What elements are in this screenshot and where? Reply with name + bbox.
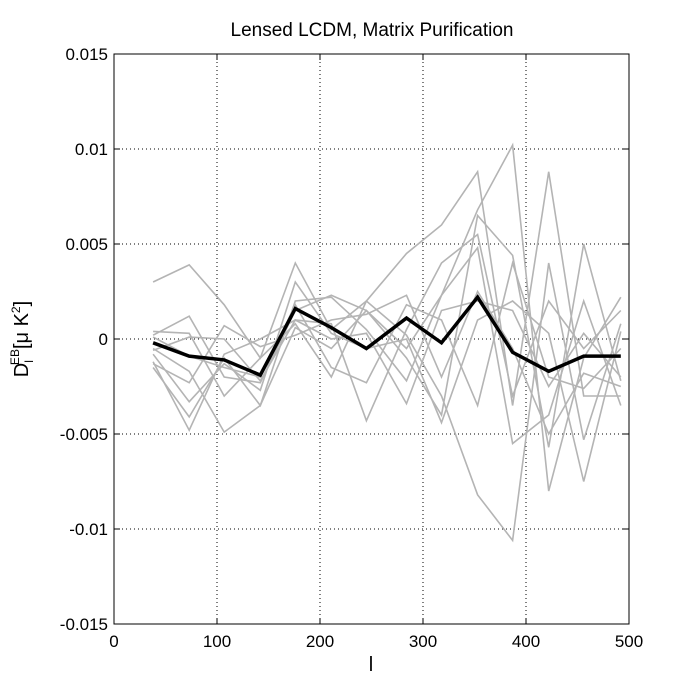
plot-area (114, 54, 629, 624)
y-tick-label: 0 (99, 330, 108, 349)
realization-series-line (153, 262, 622, 543)
y-tick-label: 0.005 (65, 235, 108, 254)
x-tick-labels: 0 100 200 300 400 500 (109, 632, 643, 651)
y-axis-label-subscript: l (22, 360, 36, 363)
y-axis-label-unit-superscript: 2 (9, 306, 23, 313)
y-tick-label: 0.015 (65, 45, 108, 64)
chart-title: Lensed LCDM, Matrix Purification (231, 20, 514, 41)
y-axis-label: DlEB[μ K2] (8, 301, 36, 377)
y-axis-label-unit: [μ K (11, 312, 33, 349)
y-tick-label: -0.015 (60, 615, 108, 634)
y-tick-label: -0.005 (60, 425, 108, 444)
axis-ticks (113, 53, 630, 625)
realization-series-line (152, 233, 622, 433)
x-tick-label: 100 (203, 632, 231, 651)
realization-lines (152, 142, 622, 543)
y-tick-labels: 0.015 0.01 0.005 0 -0.005 -0.01 -0.015 (60, 45, 108, 634)
realization-series-line (152, 169, 621, 406)
y-axis-label-unit-close: ] (11, 301, 33, 307)
mean-line (152, 294, 621, 378)
x-tick-label: 0 (109, 632, 118, 651)
mean-series-line (152, 294, 621, 378)
y-tick-label: -0.01 (69, 520, 108, 539)
x-tick-label: 500 (615, 632, 643, 651)
realization-series-line (152, 289, 622, 436)
realization-series-line (152, 300, 622, 406)
x-tick-label: 400 (512, 632, 540, 651)
y-axis-label-main: D (11, 363, 33, 377)
y-tick-label: 0.01 (75, 140, 108, 159)
x-tick-label: 200 (306, 632, 334, 651)
x-tick-label: 300 (409, 632, 437, 651)
y-axis-label-superscript: EB (8, 349, 22, 365)
realization-series-line (152, 260, 622, 409)
realization-series-line (152, 142, 622, 492)
x-axis-label: l (369, 654, 373, 676)
